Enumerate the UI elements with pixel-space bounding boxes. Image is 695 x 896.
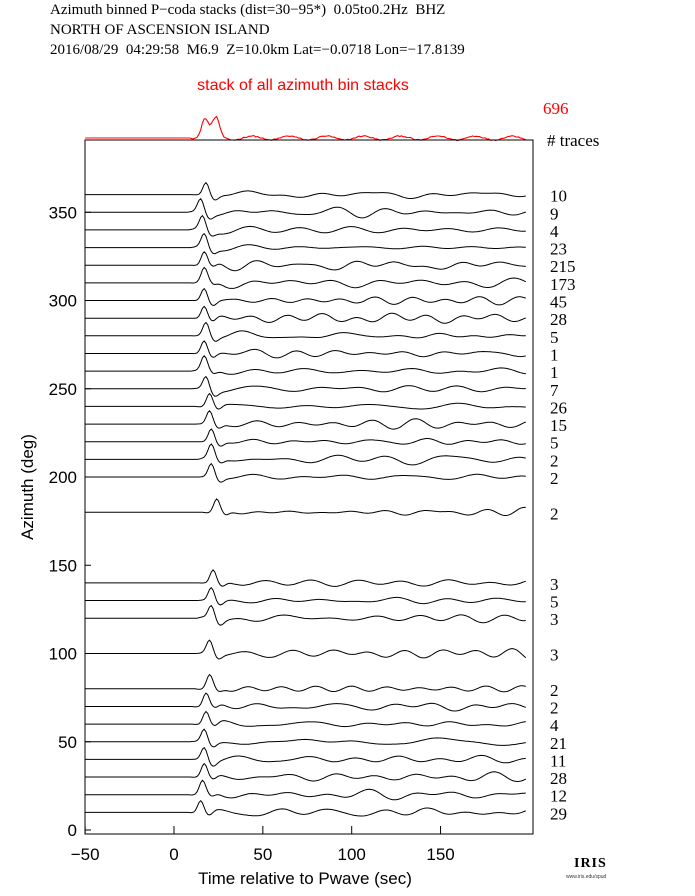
- stack-count: 696: [543, 99, 569, 118]
- title-line-3: 2016/08/29 04:29:58 M6.9 Z=10.0km Lat=−0…: [50, 42, 465, 58]
- iris-logo: IRIS: [574, 856, 607, 871]
- trace-count-label: 15: [550, 416, 567, 435]
- iris-logo-url: www.iris.edu/spud: [566, 874, 607, 880]
- trace-count-label: 11: [550, 751, 566, 770]
- trace-count-label: 3: [550, 575, 559, 594]
- trace-count-label: 7: [550, 381, 559, 400]
- trace-count-label: 5: [550, 328, 559, 347]
- azimuth-trace: [85, 586, 526, 606]
- azimuth-trace: [85, 392, 526, 410]
- y-tick-label: 100: [49, 645, 77, 664]
- y-axis-label: Azimuth (deg): [18, 434, 37, 540]
- trace-count-label: 10: [550, 187, 567, 206]
- plot-frame: [84, 139, 534, 835]
- y-tick-label: 250: [49, 380, 77, 399]
- trace-count-label: 2: [550, 469, 559, 488]
- azimuth-trace: [85, 340, 526, 359]
- azimuth-trace: [85, 214, 526, 237]
- trace-count-label: 173: [550, 275, 576, 294]
- y-tick-label: 50: [58, 733, 77, 752]
- trace-count-label: 2: [550, 451, 559, 470]
- trace-count-label: 3: [550, 610, 559, 629]
- azimuth-trace: [85, 746, 526, 767]
- trace-count-label: 45: [550, 293, 567, 312]
- trace-count-label: 2: [550, 698, 559, 717]
- stack-trace: [85, 115, 526, 142]
- y-tick-label: 350: [49, 203, 77, 222]
- trace-count-label: 1: [550, 363, 559, 382]
- trace-count-label: 5: [550, 434, 559, 453]
- azimuth-trace: [85, 232, 526, 255]
- y-tick-label: 150: [49, 556, 77, 575]
- azimuth-trace: [85, 498, 526, 516]
- y-tick-label: 0: [68, 821, 77, 840]
- azimuth-trace: [85, 428, 526, 447]
- azimuth-trace: [85, 762, 527, 783]
- azimuth-trace: [85, 410, 526, 430]
- azimuth-trace: [85, 710, 526, 728]
- trace-count-label: 12: [550, 787, 567, 806]
- trace-count-label: 4: [550, 716, 559, 735]
- y-tick-label: 200: [49, 468, 77, 487]
- x-axis-label: Time relative to Pwave (sec): [198, 869, 412, 888]
- azimuth-trace: [85, 181, 526, 201]
- azimuth-trace: [85, 305, 526, 324]
- azimuth-trace: [85, 639, 527, 660]
- azimuth-trace: [85, 375, 526, 397]
- azimuth-trace: [85, 266, 527, 289]
- x-tick-label: 50: [253, 845, 272, 864]
- title-line-1: Azimuth binned P−coda stacks (dist=30−95…: [50, 2, 446, 18]
- azimuth-trace: [85, 692, 526, 712]
- azimuth-trace: [85, 604, 526, 626]
- y-tick-label: 300: [49, 292, 77, 311]
- azimuth-trace: [85, 355, 526, 375]
- trace-count-label: 2: [550, 681, 559, 700]
- azimuth-trace: [85, 569, 526, 587]
- trace-count-label: 9: [550, 204, 559, 223]
- trace-count-label: 28: [550, 769, 567, 788]
- trace-count-label: 3: [550, 646, 559, 665]
- trace-count-label: 28: [550, 310, 567, 329]
- x-tick-label: −50: [71, 845, 100, 864]
- trace-count-label: 215: [550, 257, 576, 276]
- trace-count-label: 2: [550, 504, 559, 523]
- azimuth-trace: [85, 779, 526, 801]
- trace-count-label: 29: [550, 804, 567, 823]
- azimuth-trace: [85, 198, 526, 220]
- trace-count-label: 4: [550, 222, 559, 241]
- trace-count-label: 21: [550, 734, 567, 753]
- x-tick-label: 150: [426, 845, 454, 864]
- trace-count-label: 23: [550, 240, 567, 259]
- trace-group: 1094232151734528511726155222353322421112…: [85, 181, 576, 823]
- trace-count-label: 1: [550, 345, 559, 364]
- azimuth-trace: [85, 799, 526, 817]
- azimuth-trace: [85, 728, 526, 748]
- azimuth-trace: [85, 462, 526, 483]
- azimuth-trace: [85, 251, 526, 272]
- azimuth-trace: [85, 673, 526, 693]
- azimuth-trace: [85, 321, 526, 342]
- x-tick-label: 100: [338, 845, 366, 864]
- x-tick-label: 0: [169, 845, 178, 864]
- azimuth-trace: [85, 443, 526, 466]
- azimuth-trace: [85, 287, 526, 307]
- trace-count-label: 26: [550, 398, 567, 417]
- traces-header: # traces: [547, 131, 599, 150]
- stack-label: stack of all azimuth bin stacks: [197, 77, 409, 94]
- axes-group: 0 50 100 150 200 250 300 350 −50 0 50 100 150: [49, 203, 455, 864]
- trace-count-label: 5: [550, 593, 559, 612]
- title-line-2: NORTH OF ASCENSION ISLAND: [50, 22, 270, 38]
